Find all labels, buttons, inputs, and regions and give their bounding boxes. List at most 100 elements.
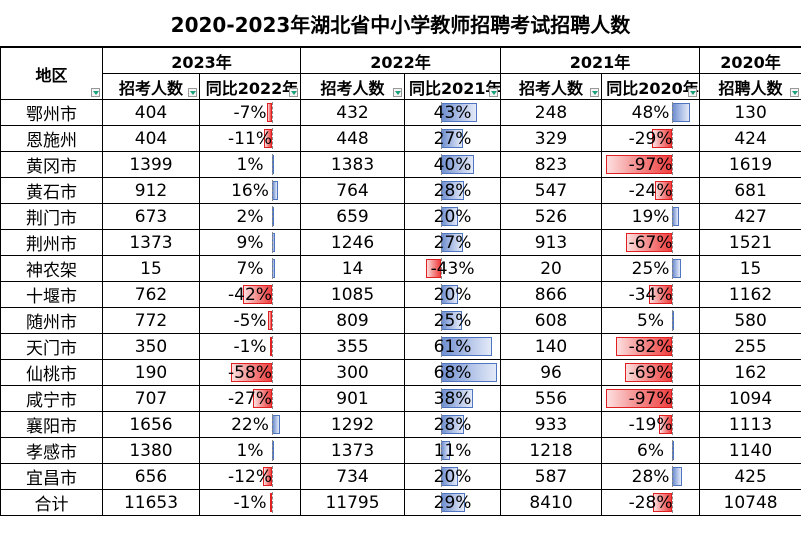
filter-dropdown-icon[interactable] [790,88,800,97]
recruits-2020-cell[interactable]: 580 [699,307,801,334]
recruits-2021-header[interactable]: 招考人数 [500,73,603,100]
yoy-2021-cell[interactable]: 68% [404,359,502,386]
yoy-2022-cell[interactable]: -7% [198,99,302,126]
filter-dropdown-icon[interactable] [393,88,403,97]
region-cell[interactable]: 恩施州 [0,125,103,152]
recruits-2020-cell[interactable]: 1521 [699,229,801,256]
recruits-2020-cell[interactable]: 424 [699,125,801,152]
recruits-2021-cell[interactable]: 526 [500,203,603,230]
recruits-2022-cell[interactable]: 432 [300,99,406,126]
yoy-2020-cell[interactable]: -97% [601,151,701,178]
recruits-2023-cell[interactable]: 350 [102,333,200,360]
region-cell[interactable]: 宜昌市 [0,463,103,490]
yoy-2022-cell[interactable]: -12% [198,463,302,490]
recruits-2020-cell[interactable]: 1113 [699,411,801,438]
recruits-2020-cell[interactable]: 10748 [699,489,801,516]
recruits-2021-cell[interactable]: 20 [500,255,603,282]
recruits-2020-cell[interactable]: 1094 [699,385,801,412]
yoy-2020-cell[interactable]: 19% [601,203,701,230]
recruits-2023-header[interactable]: 招考人数 [102,73,200,100]
recruits-2023-cell[interactable]: 1656 [102,411,200,438]
recruits-2023-cell[interactable]: 404 [102,125,200,152]
recruits-2022-cell[interactable]: 1246 [300,229,406,256]
yoy-2021-cell[interactable]: 38% [404,385,502,412]
recruits-2020-cell[interactable]: 255 [699,333,801,360]
recruits-2023-cell[interactable]: 1373 [102,229,200,256]
region-cell[interactable]: 襄阳市 [0,411,103,438]
yoy-2022-cell[interactable]: -27% [198,385,302,412]
region-cell[interactable]: 合计 [0,489,103,516]
filter-dropdown-icon[interactable] [489,88,499,97]
region-cell[interactable]: 神农架 [0,255,103,282]
yoy-2020-cell[interactable]: 6% [601,437,701,464]
region-cell[interactable]: 鄂州市 [0,99,103,126]
recruits-2022-cell[interactable]: 11795 [300,489,406,516]
recruits-2020-cell[interactable]: 427 [699,203,801,230]
recruits-2021-cell[interactable]: 913 [500,229,603,256]
region-cell[interactable]: 仙桃市 [0,359,103,386]
recruits-2021-cell[interactable]: 608 [500,307,603,334]
yoy-2022-cell[interactable]: 7% [198,255,302,282]
yoy-2020-cell[interactable]: 28% [601,463,701,490]
region-cell[interactable]: 咸宁市 [0,385,103,412]
recruits-2020-cell[interactable]: 681 [699,177,801,204]
recruits-2022-cell[interactable]: 448 [300,125,406,152]
recruits-2021-cell[interactable]: 823 [500,151,603,178]
yoy-2020-cell[interactable]: 48% [601,99,701,126]
yoy-2022-cell[interactable]: -5% [198,307,302,334]
filter-dropdown-icon[interactable] [590,88,600,97]
yoy-2020-cell[interactable]: -97% [601,385,701,412]
yoy-2021-cell[interactable]: 27% [404,229,502,256]
recruits-2020-cell[interactable]: 1140 [699,437,801,464]
yoy-2022-cell[interactable]: -1% [198,333,302,360]
yoy-2021-header[interactable]: 同比2021年 [404,73,502,100]
yoy-2020-cell[interactable]: -69% [601,359,701,386]
yoy-2022-cell[interactable]: 2% [198,203,302,230]
recruits-2020-cell[interactable]: 15 [699,255,801,282]
recruits-2023-cell[interactable]: 1380 [102,437,200,464]
recruits-2020-cell[interactable]: 1162 [699,281,801,308]
recruits-2023-cell[interactable]: 190 [102,359,200,386]
recruits-2023-cell[interactable]: 656 [102,463,200,490]
region-cell[interactable]: 天门市 [0,333,103,360]
recruits-2023-cell[interactable]: 707 [102,385,200,412]
yoy-2022-cell[interactable]: 22% [198,411,302,438]
recruits-2021-cell[interactable]: 587 [500,463,603,490]
recruits-2022-cell[interactable]: 1292 [300,411,406,438]
recruits-2022-cell[interactable]: 1373 [300,437,406,464]
yoy-2020-cell[interactable]: -19% [601,411,701,438]
recruits-2020-header[interactable]: 招聘人数 [699,73,801,100]
recruits-2021-cell[interactable]: 547 [500,177,603,204]
region-cell[interactable]: 荆州市 [0,229,103,256]
yoy-2022-cell[interactable]: 9% [198,229,302,256]
yoy-2022-cell[interactable]: -11% [198,125,302,152]
recruits-2021-cell[interactable]: 8410 [500,489,603,516]
yoy-2020-cell[interactable]: -28% [601,489,701,516]
recruits-2021-cell[interactable]: 248 [500,99,603,126]
yoy-2021-cell[interactable]: 40% [404,151,502,178]
yoy-2020-cell[interactable]: -34% [601,281,701,308]
filter-dropdown-icon[interactable] [91,88,100,97]
region-cell[interactable]: 黄石市 [0,177,103,204]
recruits-2023-cell[interactable]: 762 [102,281,200,308]
recruits-2022-cell[interactable]: 14 [300,255,406,282]
recruits-2023-cell[interactable]: 404 [102,99,200,126]
yoy-2021-cell[interactable]: 28% [404,411,502,438]
recruits-2020-cell[interactable]: 130 [699,99,801,126]
yoy-2021-cell[interactable]: 25% [404,307,502,334]
recruits-2022-header[interactable]: 招考人数 [300,73,406,100]
yoy-2020-cell[interactable]: 5% [601,307,701,334]
filter-dropdown-icon[interactable] [688,88,698,97]
yoy-2022-cell[interactable]: -1% [198,489,302,516]
region-cell[interactable]: 荆门市 [0,203,103,230]
recruits-2022-cell[interactable]: 659 [300,203,406,230]
region-cell[interactable]: 黄冈市 [0,151,103,178]
yoy-2021-cell[interactable]: 29% [404,489,502,516]
recruits-2022-cell[interactable]: 1085 [300,281,406,308]
recruits-2023-cell[interactable]: 912 [102,177,200,204]
yoy-2020-cell[interactable]: -67% [601,229,701,256]
yoy-2022-cell[interactable]: 1% [198,437,302,464]
region-cell[interactable]: 随州市 [0,307,103,334]
recruits-2020-cell[interactable]: 425 [699,463,801,490]
region-cell[interactable]: 孝感市 [0,437,103,464]
